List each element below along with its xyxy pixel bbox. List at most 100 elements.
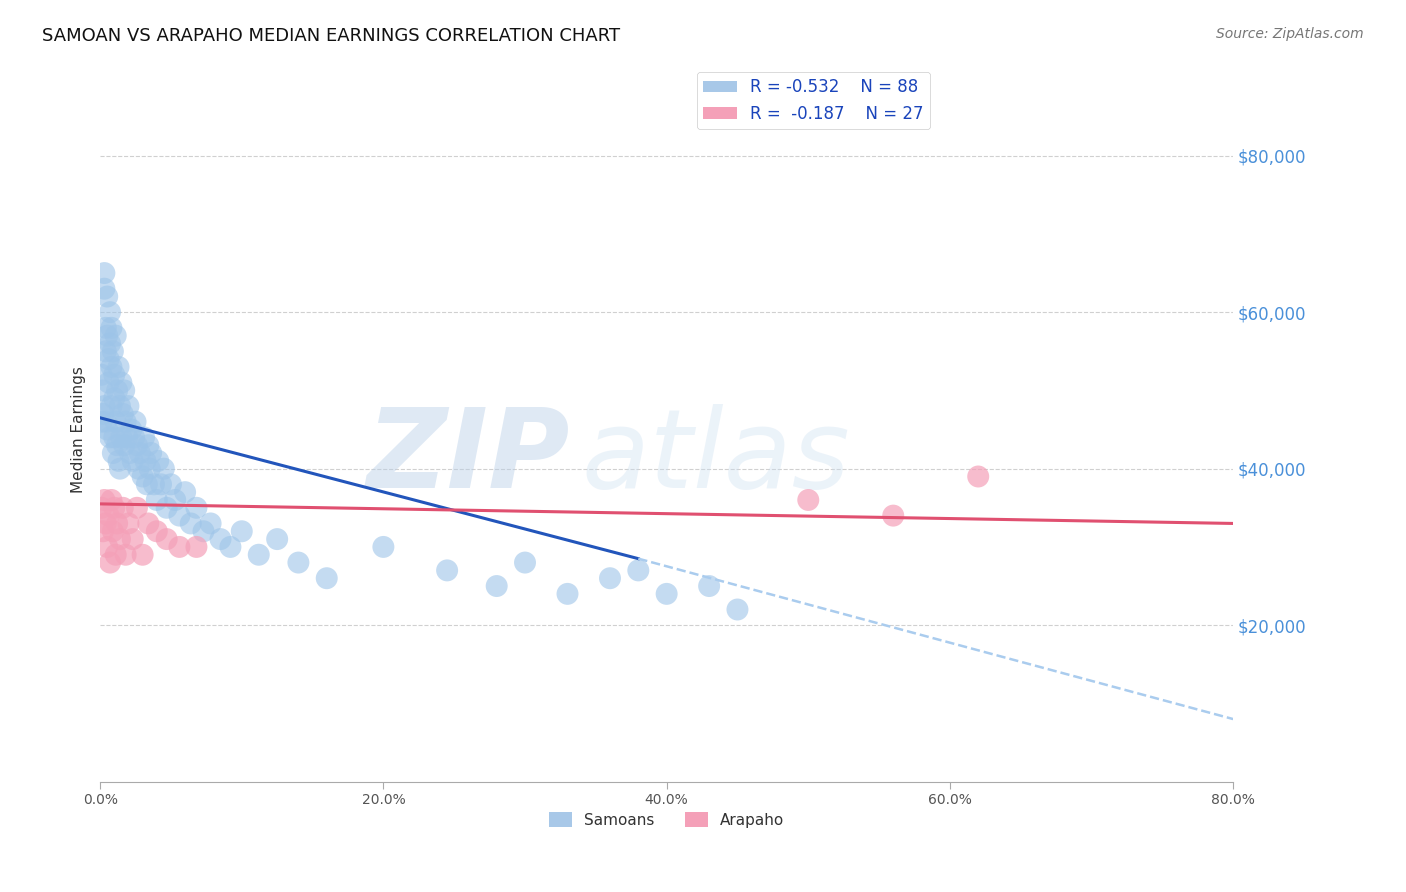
- Point: [101, 344, 124, 359]
- Point: [287, 556, 309, 570]
- Point: [174, 485, 197, 500]
- Point: [209, 532, 232, 546]
- Point: [94, 516, 117, 531]
- Point: [697, 579, 720, 593]
- Point: [186, 540, 208, 554]
- Point: [98, 430, 121, 444]
- Point: [103, 368, 125, 382]
- Point: [107, 359, 129, 374]
- Point: [96, 423, 118, 437]
- Point: [373, 540, 395, 554]
- Point: [110, 376, 132, 390]
- Point: [103, 391, 125, 405]
- Point: [315, 571, 337, 585]
- Point: [180, 516, 202, 531]
- Point: [94, 415, 117, 429]
- Point: [112, 438, 135, 452]
- Point: [100, 321, 122, 335]
- Point: [96, 328, 118, 343]
- Point: [93, 266, 115, 280]
- Point: [146, 493, 169, 508]
- Point: [104, 415, 127, 429]
- Point: [100, 493, 122, 508]
- Point: [132, 430, 155, 444]
- Point: [797, 493, 820, 508]
- Point: [103, 500, 125, 515]
- Point: [156, 532, 179, 546]
- Point: [122, 430, 145, 444]
- Point: [131, 469, 153, 483]
- Point: [114, 415, 136, 429]
- Point: [117, 516, 139, 531]
- Point: [219, 540, 242, 554]
- Point: [94, 321, 117, 335]
- Point: [115, 430, 138, 444]
- Point: [110, 430, 132, 444]
- Point: [436, 563, 458, 577]
- Point: [193, 524, 215, 539]
- Point: [98, 336, 121, 351]
- Point: [93, 399, 115, 413]
- Point: [142, 477, 165, 491]
- Point: [101, 446, 124, 460]
- Point: [104, 328, 127, 343]
- Point: [266, 532, 288, 546]
- Point: [111, 500, 134, 515]
- Legend: Samoans, Arapaho: Samoans, Arapaho: [543, 805, 790, 834]
- Point: [727, 602, 749, 616]
- Point: [200, 516, 222, 531]
- Text: ZIP: ZIP: [367, 404, 571, 511]
- Point: [100, 359, 122, 374]
- Point: [90, 415, 112, 429]
- Point: [967, 469, 990, 483]
- Point: [98, 556, 121, 570]
- Point: [150, 477, 173, 491]
- Point: [100, 399, 122, 413]
- Text: SAMOAN VS ARAPAHO MEDIAN EARNINGS CORRELATION CHART: SAMOAN VS ARAPAHO MEDIAN EARNINGS CORREL…: [42, 27, 620, 45]
- Point: [93, 282, 115, 296]
- Point: [231, 524, 253, 539]
- Point: [139, 446, 162, 460]
- Point: [104, 548, 127, 562]
- Point: [125, 500, 148, 515]
- Point: [91, 524, 114, 539]
- Point: [165, 493, 187, 508]
- Point: [156, 500, 179, 515]
- Point: [655, 587, 678, 601]
- Point: [153, 461, 176, 475]
- Point: [98, 305, 121, 319]
- Point: [125, 438, 148, 452]
- Point: [117, 399, 139, 413]
- Point: [169, 540, 191, 554]
- Point: [136, 438, 159, 452]
- Point: [111, 407, 134, 421]
- Point: [114, 548, 136, 562]
- Point: [107, 454, 129, 468]
- Point: [160, 477, 183, 491]
- Point: [557, 587, 579, 601]
- Point: [96, 540, 118, 554]
- Point: [485, 579, 508, 593]
- Point: [112, 384, 135, 398]
- Point: [97, 508, 120, 523]
- Point: [94, 344, 117, 359]
- Point: [247, 548, 270, 562]
- Point: [103, 430, 125, 444]
- Point: [91, 407, 114, 421]
- Text: atlas: atlas: [582, 404, 851, 511]
- Point: [127, 461, 149, 475]
- Point: [93, 493, 115, 508]
- Point: [96, 289, 118, 303]
- Point: [124, 415, 146, 429]
- Point: [146, 524, 169, 539]
- Point: [105, 438, 128, 452]
- Point: [128, 446, 150, 460]
- Point: [90, 500, 112, 515]
- Point: [97, 352, 120, 367]
- Text: Source: ZipAtlas.com: Source: ZipAtlas.com: [1216, 27, 1364, 41]
- Point: [186, 500, 208, 515]
- Point: [138, 461, 160, 475]
- Point: [108, 399, 131, 413]
- Point: [105, 516, 128, 531]
- Point: [121, 532, 143, 546]
